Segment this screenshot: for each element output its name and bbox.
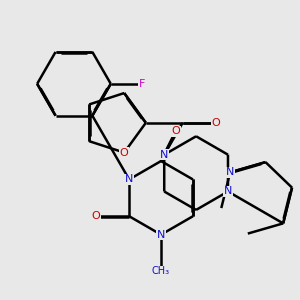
Text: N: N	[224, 187, 232, 196]
Text: N: N	[160, 150, 168, 160]
Text: O: O	[172, 126, 180, 136]
Text: O: O	[120, 148, 129, 158]
Text: N: N	[125, 174, 134, 184]
Text: O: O	[212, 118, 220, 128]
Text: F: F	[139, 79, 145, 89]
Text: O: O	[92, 211, 100, 221]
Text: CH₃: CH₃	[152, 266, 170, 277]
Text: N: N	[226, 167, 234, 177]
Text: N: N	[157, 230, 165, 240]
